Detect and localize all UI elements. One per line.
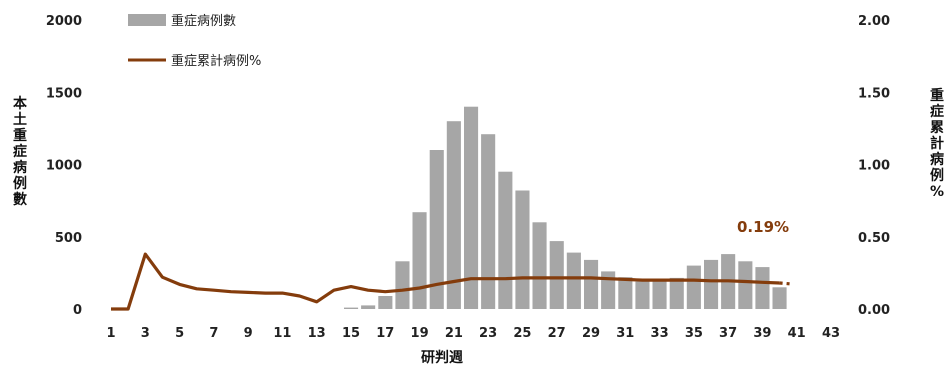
y2-tick-label: 0.00 bbox=[858, 303, 890, 318]
x-tick-label: 13 bbox=[308, 326, 326, 341]
x-tick-label: 5 bbox=[175, 326, 184, 341]
y2-tick-label: 2.00 bbox=[858, 14, 890, 29]
legend-swatch-bar bbox=[128, 14, 166, 26]
y-tick-label: 1500 bbox=[46, 86, 82, 101]
x-tick-label: 33 bbox=[651, 326, 669, 341]
y2-tick-label: 0.50 bbox=[858, 231, 890, 246]
x-tick-label: 43 bbox=[822, 326, 840, 341]
y2-tick-label: 1.00 bbox=[858, 159, 890, 174]
line-series bbox=[111, 252, 780, 311]
x-tick-label: 35 bbox=[685, 326, 703, 341]
y-tick-label: 1000 bbox=[46, 159, 82, 174]
x-tick-label: 41 bbox=[788, 326, 806, 341]
bar bbox=[412, 212, 427, 309]
y-axis-title: 本土重症病例數 bbox=[13, 95, 28, 208]
bars-group bbox=[344, 106, 787, 309]
x-tick-label: 19 bbox=[411, 326, 429, 341]
bar bbox=[344, 307, 359, 309]
bar bbox=[429, 150, 444, 309]
bar bbox=[755, 267, 770, 309]
bar bbox=[618, 277, 633, 309]
x-tick-label: 15 bbox=[342, 326, 360, 341]
x-tick-label: 37 bbox=[719, 326, 737, 341]
bar bbox=[566, 252, 581, 309]
bar bbox=[361, 305, 376, 309]
annotation-label: 0.19% bbox=[737, 218, 789, 236]
bar bbox=[549, 241, 564, 309]
bar bbox=[464, 106, 479, 309]
y2-tick-label: 1.50 bbox=[858, 86, 890, 101]
bar bbox=[738, 261, 753, 309]
x-tick-label: 17 bbox=[376, 326, 394, 341]
x-tick-label: 39 bbox=[753, 326, 771, 341]
x-tick-label: 1 bbox=[106, 326, 115, 341]
bar bbox=[446, 121, 461, 309]
x-tick-label: 25 bbox=[513, 326, 531, 341]
x-tick-label: 23 bbox=[479, 326, 497, 341]
bar bbox=[772, 287, 787, 309]
bar bbox=[532, 222, 547, 309]
line-group bbox=[111, 252, 792, 311]
x-tick-label: 9 bbox=[244, 326, 253, 341]
bar bbox=[481, 134, 496, 309]
y-tick-label: 2000 bbox=[46, 14, 82, 29]
bar bbox=[669, 277, 684, 309]
line-series-dotted-end bbox=[779, 281, 792, 286]
x-axis: 1 3 5 7 9 11 13 15 17 19 21 23 25 27 29 31 33 35 37 39 41 43 bbox=[106, 326, 840, 341]
legend-label-bar: 重症病例數 bbox=[171, 13, 236, 29]
y-tick-label: 0 bbox=[73, 303, 82, 318]
bar bbox=[704, 259, 719, 309]
x-axis-title: 研判週 bbox=[421, 349, 463, 366]
bar bbox=[378, 296, 393, 309]
y-tick-label: 500 bbox=[55, 231, 82, 246]
y2-axis-title: 重症累計病例% bbox=[930, 87, 944, 200]
y-axis-right: 0.00 0.50 1.00 1.50 2.00 bbox=[858, 14, 890, 318]
y-axis-left: 0 500 1000 1500 2000 bbox=[46, 14, 82, 318]
bar bbox=[498, 171, 513, 309]
bar bbox=[515, 190, 530, 309]
x-tick-label: 31 bbox=[616, 326, 634, 341]
bar bbox=[635, 281, 650, 309]
x-tick-label: 29 bbox=[582, 326, 600, 341]
x-tick-label: 21 bbox=[445, 326, 463, 341]
x-tick-label: 7 bbox=[209, 326, 218, 341]
bar bbox=[584, 259, 599, 309]
bar bbox=[395, 261, 410, 309]
bar bbox=[652, 280, 667, 309]
legend-label-line: 重症累計病例% bbox=[171, 53, 261, 69]
x-tick-label: 11 bbox=[273, 326, 291, 341]
x-tick-label: 27 bbox=[548, 326, 566, 341]
bar bbox=[686, 265, 701, 309]
x-tick-label: 3 bbox=[141, 326, 150, 341]
bar bbox=[601, 271, 616, 309]
legend: 重症病例數 重症累計病例% bbox=[128, 13, 261, 69]
